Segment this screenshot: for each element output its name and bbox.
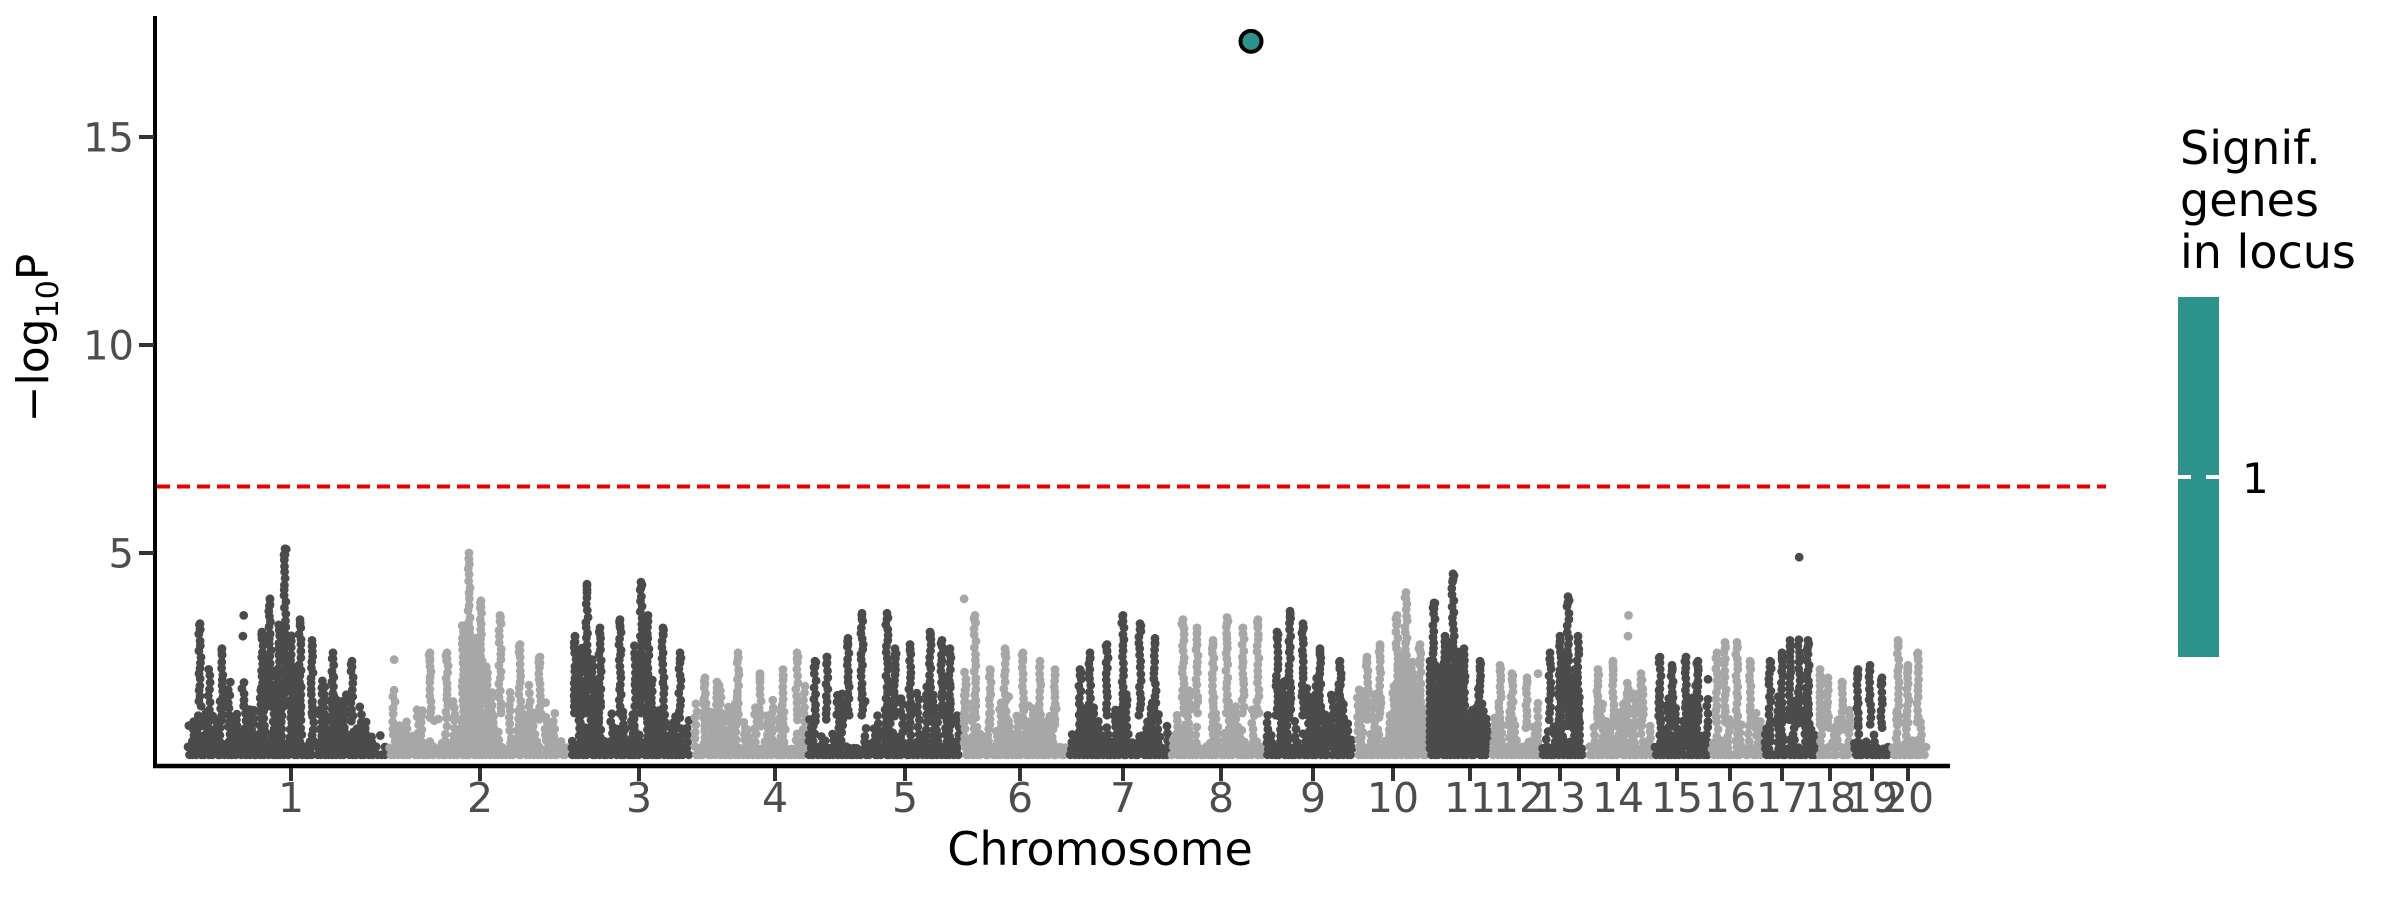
- chromosome-tick-label: 12: [1493, 774, 1545, 822]
- chromosome-tick-label: 19: [1846, 774, 1898, 822]
- y-axis-title: −log10P: [8, 206, 68, 470]
- chromosome-tick-label: 17: [1756, 774, 1808, 822]
- chromosome-tick-label: 16: [1704, 774, 1756, 822]
- chromosome-tick-label: 6: [1007, 774, 1033, 822]
- y-axis-title-subscript: 10: [31, 280, 66, 319]
- chromosome-tick-label: 1: [278, 774, 304, 822]
- chromosome-tick-label: 13: [1534, 774, 1586, 822]
- points-layer: [183, 544, 1931, 760]
- y-axis-title-suffix: P: [8, 253, 59, 281]
- chromosome-tick-label: 5: [892, 774, 918, 822]
- chromosome-tick-label: 4: [762, 774, 788, 822]
- y-axis-tick-label: 5: [109, 531, 134, 577]
- y-axis-title-prefix: −log: [8, 318, 59, 423]
- chromosome-tick-label: 3: [626, 774, 652, 822]
- y-axis-tick-label: 15: [83, 115, 134, 161]
- legend-title-line-1: Signif.: [2180, 121, 2321, 175]
- chromosome-tick-label: 15: [1651, 774, 1703, 822]
- colorbar-tick-left: [2178, 475, 2191, 479]
- legend-title-line-3: in locus: [2180, 225, 2356, 279]
- chromosome-tick-label: 14: [1592, 774, 1644, 822]
- chromosome-tick-label: 11: [1444, 774, 1496, 822]
- legend-colorbar: [2178, 297, 2219, 657]
- colorbar-tick-right: [2206, 475, 2219, 479]
- chromosome-tick-label: 2: [467, 774, 493, 822]
- chromosome-tick-label: 18: [1804, 774, 1856, 822]
- y-axis-tick-label: 10: [83, 323, 134, 369]
- legend-tick-label: 1: [2242, 454, 2269, 503]
- chromosome-tick-label: 8: [1208, 774, 1234, 822]
- x-axis-title: Chromosome: [947, 822, 1253, 876]
- highlighted-significant-point: [1238, 28, 1264, 54]
- legend-title-line-2: genes: [2180, 173, 2319, 227]
- chromosome-tick-label: 10: [1367, 774, 1419, 822]
- chromosome-tick-label: 20: [1882, 774, 1934, 822]
- chromosome-tick-label: 9: [1300, 774, 1326, 822]
- legend-title: Signif. genes in locus: [2180, 122, 2356, 278]
- chromosome-tick-label: 7: [1110, 774, 1136, 822]
